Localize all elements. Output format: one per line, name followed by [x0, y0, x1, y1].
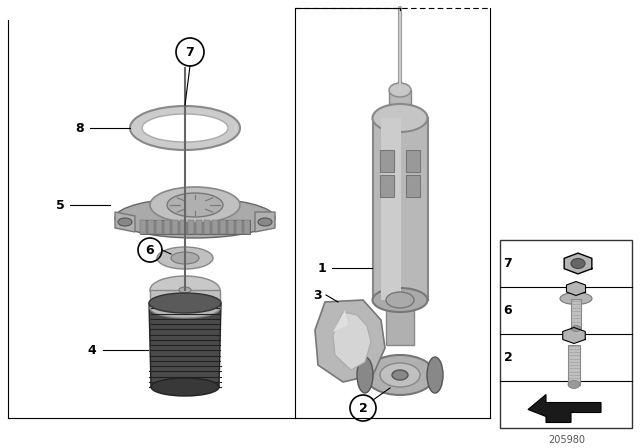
Bar — [244, 220, 250, 234]
Text: 2: 2 — [504, 351, 513, 364]
Text: 5: 5 — [56, 198, 65, 211]
Bar — [196, 220, 202, 234]
Polygon shape — [564, 253, 592, 274]
Bar — [148, 220, 154, 234]
Text: 7: 7 — [504, 257, 513, 270]
Ellipse shape — [167, 193, 223, 217]
Ellipse shape — [118, 218, 132, 226]
Bar — [156, 220, 162, 234]
Bar — [220, 220, 226, 234]
Bar — [380, 175, 394, 197]
Bar — [172, 220, 178, 234]
Ellipse shape — [389, 83, 411, 97]
Bar — [180, 220, 186, 234]
Ellipse shape — [560, 293, 592, 305]
Ellipse shape — [150, 187, 240, 223]
Ellipse shape — [179, 287, 191, 293]
Ellipse shape — [142, 114, 228, 142]
Bar — [568, 345, 580, 384]
Ellipse shape — [372, 288, 428, 312]
Bar — [140, 220, 250, 234]
Bar — [188, 220, 194, 234]
Bar — [389, 90, 411, 125]
Text: 6: 6 — [504, 304, 512, 317]
Ellipse shape — [150, 298, 220, 318]
Polygon shape — [563, 327, 585, 344]
Polygon shape — [566, 281, 586, 296]
Bar — [406, 150, 420, 172]
Bar — [164, 220, 170, 234]
Ellipse shape — [258, 218, 272, 226]
Bar — [571, 298, 581, 328]
Bar — [236, 220, 242, 234]
Polygon shape — [255, 212, 275, 232]
Polygon shape — [333, 312, 371, 370]
Bar — [140, 220, 146, 234]
Polygon shape — [315, 300, 385, 382]
Polygon shape — [115, 212, 135, 232]
Text: 3: 3 — [314, 289, 323, 302]
Ellipse shape — [392, 370, 408, 380]
Text: 1: 1 — [317, 262, 326, 275]
Bar — [381, 118, 401, 300]
Bar — [150, 290, 220, 308]
Polygon shape — [149, 303, 221, 387]
Ellipse shape — [389, 118, 411, 132]
Ellipse shape — [157, 247, 213, 269]
Ellipse shape — [130, 106, 240, 150]
Text: 4: 4 — [88, 344, 97, 357]
Polygon shape — [333, 310, 348, 332]
Text: 7: 7 — [186, 46, 195, 59]
Polygon shape — [528, 395, 601, 422]
Ellipse shape — [386, 292, 414, 308]
Text: 8: 8 — [76, 121, 84, 134]
Bar — [228, 220, 234, 234]
Ellipse shape — [150, 276, 220, 304]
Bar — [380, 150, 394, 172]
Text: 205980: 205980 — [548, 435, 586, 445]
Ellipse shape — [171, 252, 199, 264]
Ellipse shape — [571, 326, 581, 332]
Bar — [386, 300, 414, 345]
Ellipse shape — [151, 378, 219, 396]
Ellipse shape — [357, 357, 373, 393]
Ellipse shape — [427, 357, 443, 393]
Text: 6: 6 — [146, 244, 154, 257]
Ellipse shape — [568, 380, 580, 388]
Bar — [204, 220, 210, 234]
Ellipse shape — [115, 198, 275, 238]
Ellipse shape — [571, 258, 585, 268]
Bar — [500, 240, 632, 428]
Ellipse shape — [380, 363, 420, 387]
Bar — [406, 175, 420, 197]
Ellipse shape — [149, 293, 221, 313]
Bar — [212, 220, 218, 234]
Ellipse shape — [372, 104, 428, 132]
Bar — [372, 118, 428, 300]
Text: 2: 2 — [358, 401, 367, 414]
Ellipse shape — [365, 355, 435, 395]
